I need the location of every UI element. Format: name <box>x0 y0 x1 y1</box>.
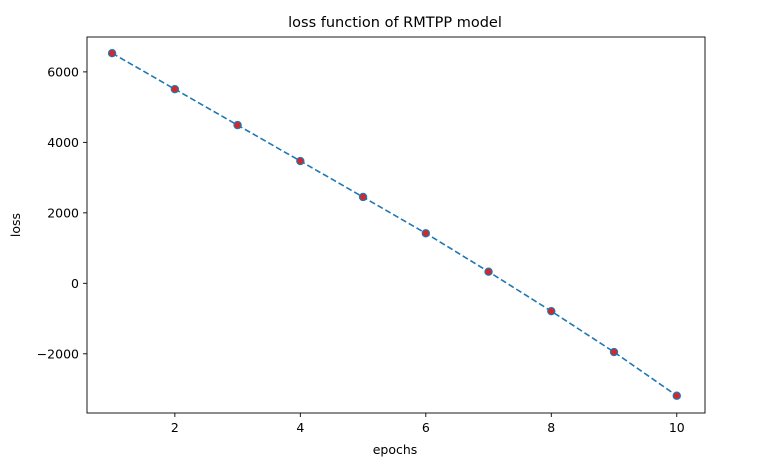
data-point <box>484 267 493 276</box>
plot-frame <box>86 36 706 414</box>
x-tick-label: 2 <box>171 420 179 435</box>
x-tick-label: 8 <box>547 420 555 435</box>
data-point <box>672 391 681 400</box>
y-axis-label: loss <box>8 213 23 237</box>
y-tick-label: 2000 <box>47 205 79 220</box>
data-point <box>609 347 619 357</box>
x-axis-label: epochs <box>373 442 418 457</box>
plot-area <box>86 36 706 414</box>
data-point <box>358 192 368 202</box>
x-tick-label: 6 <box>422 420 430 435</box>
x-tick-label: 4 <box>296 420 304 435</box>
y-tick-label: −2000 <box>37 346 79 361</box>
data-point <box>547 306 556 316</box>
data-point <box>233 120 242 130</box>
data-point <box>296 156 305 166</box>
x-tick-label: 10 <box>669 420 685 435</box>
series-layer <box>107 49 681 400</box>
x-axis: 2 4 6 8 10 <box>171 413 685 435</box>
data-point <box>421 229 431 238</box>
y-axis: −2000 0 2000 4000 6000 <box>37 64 87 361</box>
y-tick-label: 6000 <box>47 64 79 79</box>
y-tick-label: 0 <box>71 276 79 291</box>
data-point <box>107 49 117 58</box>
y-tick-label: 4000 <box>47 135 79 150</box>
chart-title: loss function of RMTPP model <box>288 15 502 31</box>
data-point <box>170 84 180 94</box>
series-line <box>111 52 678 397</box>
